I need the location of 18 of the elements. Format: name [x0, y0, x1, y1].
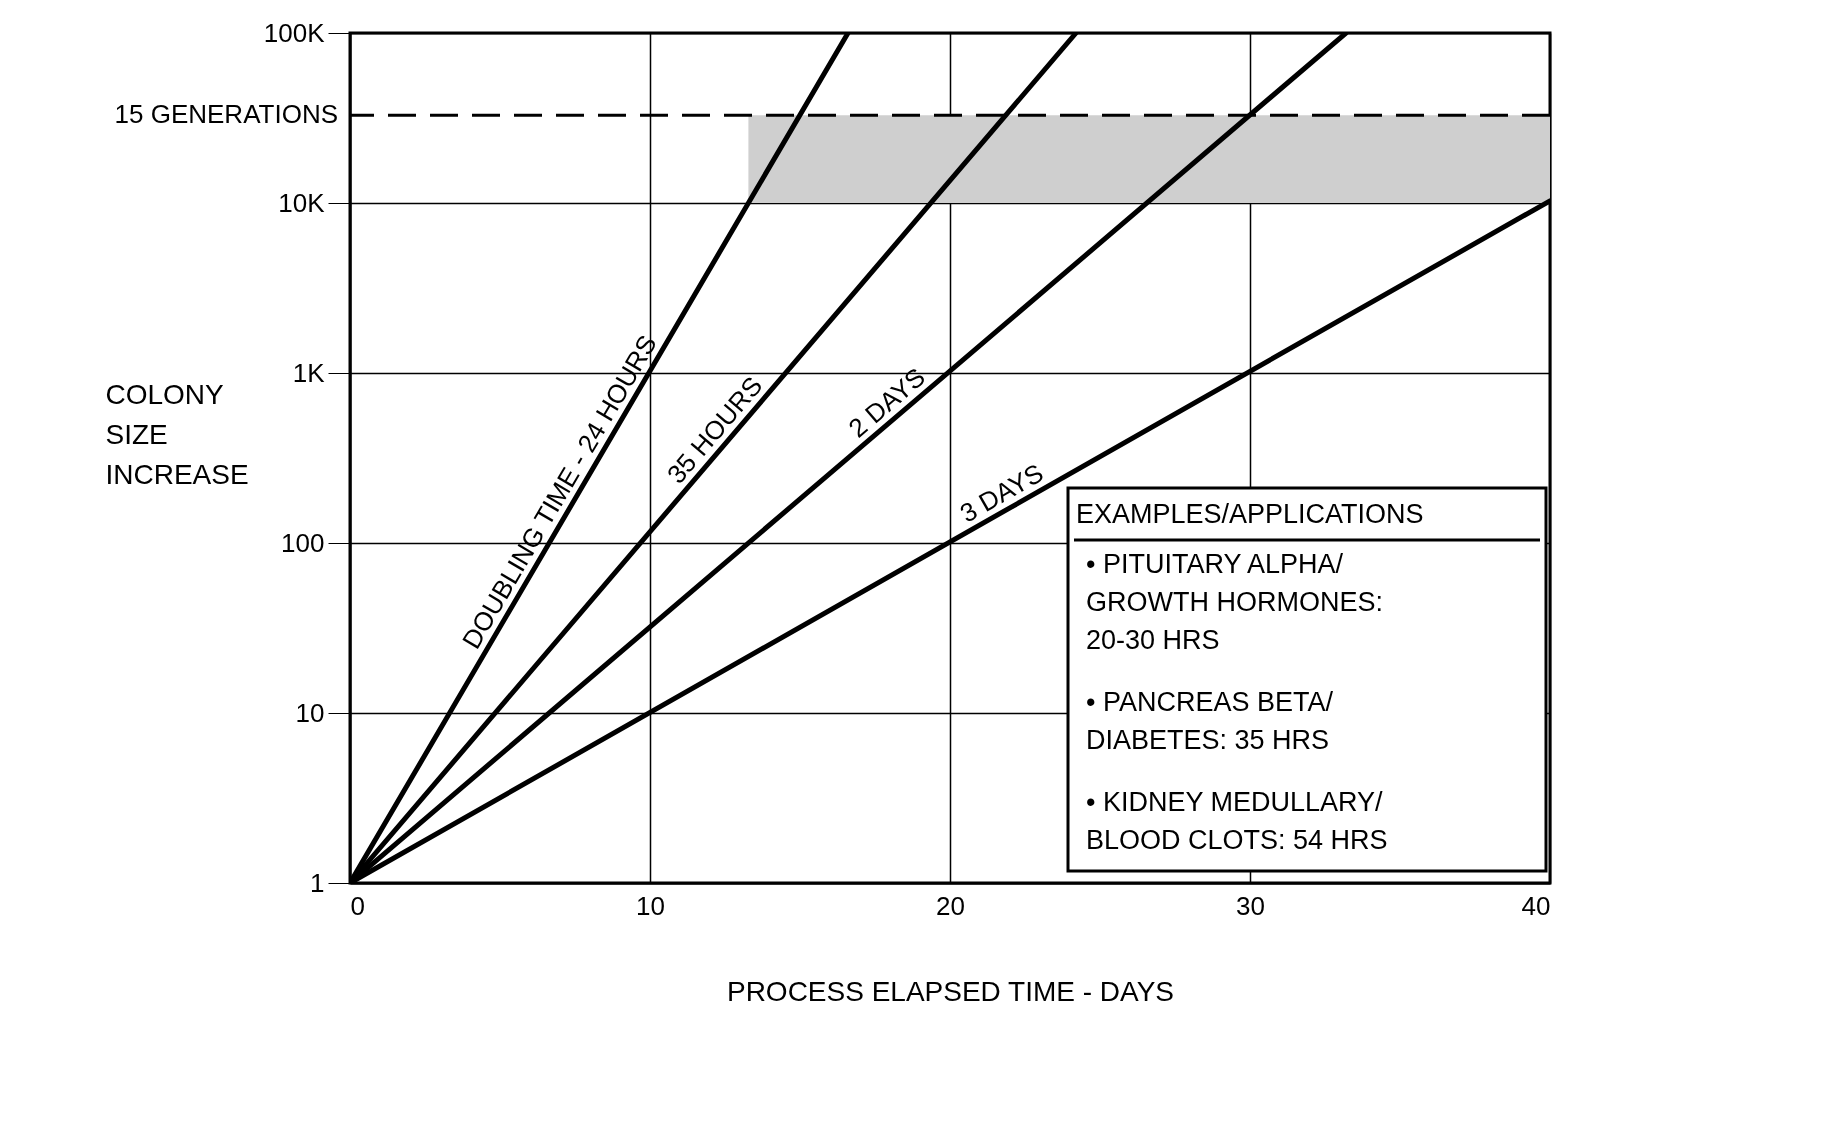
- y-tick-label: 100: [281, 527, 325, 558]
- x-tick-label: 20: [936, 890, 965, 921]
- x-tick-label: 0: [350, 890, 365, 921]
- y-tick-label: 1: [310, 867, 325, 898]
- y-tick-label: 10K: [278, 187, 326, 218]
- annotation: • PANCREAS BETA/ DIABETES: 35 HRS: [1086, 687, 1334, 755]
- annotation: EXAMPLES/APPLICATIONS: [1076, 499, 1424, 529]
- annotation: • PITUITARY ALPHA/ GROWTH HORMONES: 20-30 HRS: [1086, 549, 1383, 655]
- y-axis-title: COLONY SIZE INCREASE: [105, 379, 249, 490]
- y-tick-label: 100K: [263, 17, 326, 48]
- y-tick-label: 10: [295, 697, 325, 728]
- annotation: • KIDNEY MEDULLARY/ BLOOD CLOTS: 54 HRS: [1086, 787, 1388, 855]
- x-axis-title: PROCESS ELAPSED TIME - DAYS: [726, 975, 1175, 1007]
- x-tick-label: 40: [1521, 890, 1551, 921]
- y-tick-label: 1K: [292, 357, 326, 388]
- ref-line-label: 15 GENERATIONS: [114, 99, 338, 130]
- x-tick-label: 30: [1236, 890, 1265, 921]
- x-tick-label: 10: [636, 890, 665, 921]
